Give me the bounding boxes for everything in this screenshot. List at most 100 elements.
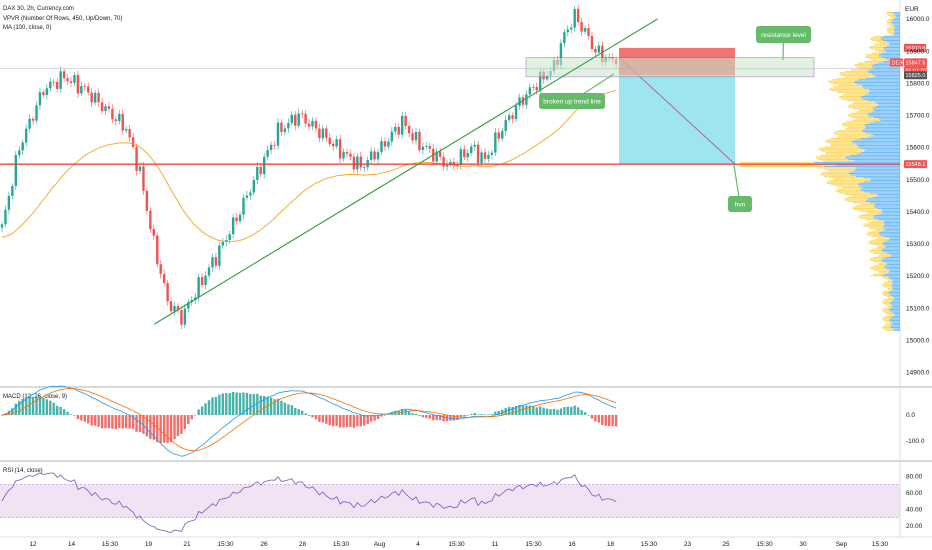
volume-profile-bar-down xyxy=(878,272,889,274)
volume-profile-bar-down xyxy=(864,61,884,63)
price-tick-label: 15800.0 xyxy=(906,80,930,87)
volume-profile-bar-up xyxy=(856,83,900,85)
rsi-label[interactable]: RSI (14, close) xyxy=(3,468,43,474)
candle-body xyxy=(573,8,576,28)
volume-profile-bar-up xyxy=(857,145,900,147)
volume-profile-bar-down xyxy=(850,112,869,114)
volume-profile-bar-up xyxy=(894,30,900,32)
macd-histogram-bar xyxy=(159,415,162,443)
volume-profile-bar-down xyxy=(882,293,889,295)
vpvr-label[interactable]: VPVR (Number Of Rows, 450, Up/Down, 70) xyxy=(3,16,122,22)
macd-histogram-bar xyxy=(494,411,497,415)
macd-pane: 0.0 -100.0 xyxy=(0,385,925,457)
volume-profile-bar-down xyxy=(868,47,885,49)
candle-body xyxy=(539,71,542,91)
candle-body xyxy=(514,105,518,119)
volume-profile-bar-up xyxy=(891,311,900,313)
volume-profile-bar-up xyxy=(893,24,900,26)
volume-profile-bar-up xyxy=(874,110,900,112)
ma-label[interactable]: MA (100, close, 0) xyxy=(3,25,51,31)
volume-profile-bar-up xyxy=(872,196,900,198)
volume-profile-bar-up xyxy=(889,42,900,44)
volume-profile-bar-up xyxy=(871,111,900,113)
candle-body xyxy=(501,130,504,139)
volume-profile-bar-up xyxy=(864,191,900,193)
volume-profile-bar-down xyxy=(888,306,893,308)
candle-body xyxy=(290,114,293,123)
macd-label[interactable]: MACD (12, 26, close, 9) xyxy=(3,394,67,400)
candle-body xyxy=(342,152,345,159)
macd-histogram-bar xyxy=(421,415,425,418)
macd-histogram-bar xyxy=(314,415,318,420)
candle-body xyxy=(135,146,138,172)
price-axis[interactable]: 16000.0 15900.0 15800.0 15700.0 15600.0 15500… xyxy=(906,16,930,376)
volume-profile-bar-down xyxy=(878,51,886,53)
macd-histogram-bar xyxy=(211,397,214,415)
macd-histogram-bar xyxy=(483,414,487,416)
time-tick-label: 4 xyxy=(416,541,420,548)
macd-signal-line xyxy=(1,388,617,452)
volume-profile-bar-up xyxy=(860,189,900,191)
volume-profile-bar-up xyxy=(888,276,900,278)
volume-profile-bar-down xyxy=(874,238,890,240)
volume-profile-bar-down xyxy=(870,266,885,268)
volume-profile-bar-down xyxy=(820,174,851,176)
macd-histogram-bar xyxy=(269,397,273,415)
volume-profile-bar-down xyxy=(819,154,851,156)
candle-body xyxy=(376,152,380,160)
volume-profile-bar-down xyxy=(870,37,881,39)
volume-profile-bar-down xyxy=(838,129,863,131)
candle-body xyxy=(42,92,45,95)
volume-profile-bar-up xyxy=(881,56,900,58)
volume-profile-bar-down xyxy=(847,105,876,107)
volume-profile-bar-up xyxy=(870,178,900,180)
candle-body xyxy=(131,137,135,147)
macd-histogram-bar xyxy=(601,415,604,426)
volume-profile-bar-up xyxy=(874,101,900,103)
volume-profile-bar-up xyxy=(869,69,900,71)
candle-body xyxy=(56,81,59,89)
macd-histogram-bar xyxy=(166,415,169,443)
volume-profile-bar-down xyxy=(825,153,858,155)
volume-profile-bar-down xyxy=(839,96,862,98)
candle-body xyxy=(456,164,459,167)
volume-profile-bar-down xyxy=(888,27,894,29)
macd-histogram-bar xyxy=(366,415,369,424)
candle-body xyxy=(570,27,573,30)
price-tick-label: 15200.0 xyxy=(906,273,930,280)
volume-profile-bar-down xyxy=(840,72,869,74)
volume-profile-bar-up xyxy=(890,290,900,292)
candle-body xyxy=(283,128,287,132)
candle-body xyxy=(204,275,207,286)
volume-profile-bar-up xyxy=(873,117,900,119)
volume-profile-bar-up xyxy=(889,238,900,240)
volume-profile-bar-down xyxy=(845,128,865,130)
volume-profile-bar-up xyxy=(890,325,900,327)
volume-profile-bar-down xyxy=(870,240,887,242)
candle-body xyxy=(207,267,211,276)
candle-body xyxy=(438,151,442,157)
volume-profile-bar-up xyxy=(855,168,900,170)
time-axis[interactable]: 12 14 15:30 19 21 15:30 26 28 15:30 Aug 4 15:30 11 15… xyxy=(29,541,888,548)
candle-body xyxy=(128,129,131,138)
volume-profile-bar-down xyxy=(882,301,891,303)
volume-profile-bar-down xyxy=(868,58,885,60)
candle-body xyxy=(407,126,411,134)
volume-profile-bar-up xyxy=(889,271,900,273)
macd-histogram-bar xyxy=(438,415,442,421)
macd-histogram-bar xyxy=(507,406,511,415)
time-tick-label: 15:30 xyxy=(525,541,542,548)
volume-profile-bar-down xyxy=(839,192,870,194)
candle-body xyxy=(535,86,538,91)
volume-profile-bar-down xyxy=(828,80,855,82)
macd-histogram-bar xyxy=(300,410,304,415)
macd-histogram-bar xyxy=(252,394,256,415)
time-tick-label: 14 xyxy=(68,541,76,548)
volume-profile-bar-down xyxy=(859,215,875,217)
macd-histogram-bar xyxy=(435,415,438,421)
overlays: resistance level broken up trend line hvn 1… xyxy=(0,18,927,325)
macd-histogram-bar xyxy=(335,415,338,426)
macd-histogram-bar xyxy=(73,415,76,416)
volume-profile-bar-down xyxy=(886,13,894,15)
